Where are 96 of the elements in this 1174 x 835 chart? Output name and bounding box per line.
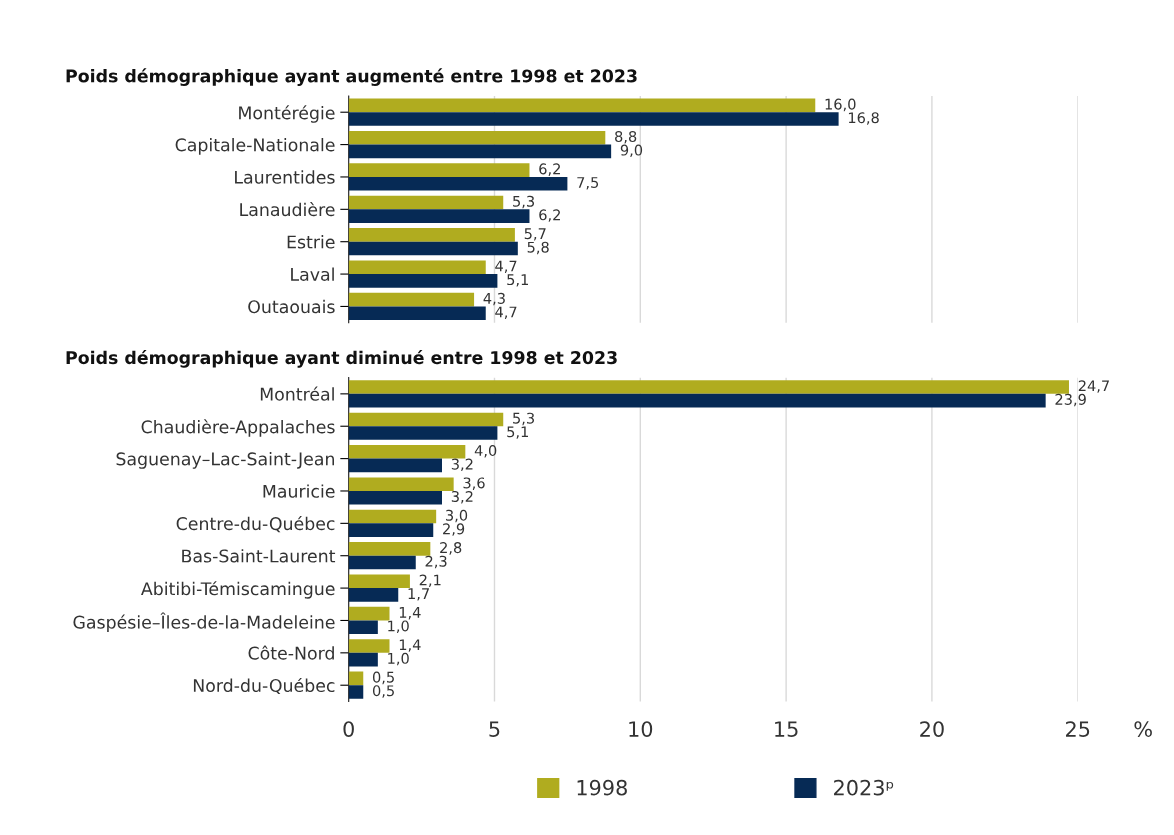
- y-tick-label: Montréal: [260, 386, 334, 401]
- data-label: 6,2: [539, 163, 560, 176]
- data-label: 1,0: [388, 652, 409, 666]
- bar: [348, 639, 390, 653]
- y-tick-label: Capitale-Nationale: [175, 137, 335, 155]
- x-tick-label: 25: [1066, 721, 1090, 737]
- data-label: 4,7: [495, 260, 517, 273]
- bar: [348, 241, 518, 256]
- y-tick-label: Nord-du-Québec: [193, 677, 335, 695]
- data-label: 1,4: [399, 607, 421, 620]
- data-label: 3,0: [446, 509, 468, 523]
- x-axis-title: %: [1134, 721, 1152, 737]
- bar: [348, 98, 816, 113]
- bar: [348, 652, 378, 667]
- x-tick-label: 0: [343, 721, 354, 737]
- y-tick-label: Côte-Nord: [248, 645, 334, 660]
- bar: [348, 195, 504, 210]
- legend-label: 1998: [577, 779, 627, 796]
- x-tick-label: 15: [775, 721, 798, 737]
- data-label: 2,8: [440, 542, 462, 555]
- chart-title: Poids démographique ayant augmenté entre 1998 et 2023: [66, 68, 637, 87]
- y-tick-label: Laval: [291, 267, 334, 281]
- data-label: 16,8: [848, 112, 879, 125]
- y-tick-label: Montérégie: [239, 105, 335, 123]
- bar: [348, 671, 364, 686]
- bar: [348, 228, 515, 242]
- bar: [348, 380, 1069, 394]
- bar: [348, 274, 498, 288]
- bar: [348, 555, 416, 570]
- data-label: 5,3: [513, 412, 535, 426]
- bar: [348, 393, 1046, 408]
- data-label: 2,9: [443, 523, 465, 536]
- x-tick-label: 10: [629, 721, 653, 737]
- bar: [348, 306, 486, 321]
- bar: [348, 209, 530, 223]
- bar: [348, 588, 399, 602]
- bar: [348, 685, 364, 699]
- bar: [348, 176, 568, 191]
- data-label: 5,8: [527, 241, 549, 255]
- y-tick-label: Centre-du-Québec: [176, 516, 335, 533]
- bar: [348, 458, 442, 473]
- data-label: 8,8: [615, 130, 637, 144]
- chart-title: Poids démographique ayant diminué entre 1998 et 2023: [66, 350, 617, 368]
- data-label: 1,7: [408, 588, 429, 601]
- data-label: 4,7: [495, 306, 517, 319]
- data-label: 0,5: [372, 685, 394, 698]
- y-tick-label: Estrie: [287, 235, 335, 249]
- y-tick-label: Bas-Saint-Laurent: [182, 549, 336, 563]
- data-label: 3,6: [463, 477, 485, 490]
- y-tick-label: Laurentides: [235, 170, 335, 184]
- bar: [348, 574, 410, 589]
- data-label: 4,0: [474, 445, 497, 458]
- data-label: 6,2: [539, 209, 560, 222]
- data-label: 24,7: [1078, 380, 1109, 393]
- data-label: 0,5: [372, 671, 394, 685]
- y-tick-label: Chaudière-Appalaches: [141, 419, 335, 437]
- x-tick-label: 20: [920, 721, 944, 737]
- data-label: 5,1: [507, 426, 528, 439]
- bar: [348, 509, 437, 524]
- data-label: 1,4: [399, 639, 421, 652]
- y-tick-label: Saguenay–Lac-Saint-Jean: [116, 452, 334, 469]
- bar: [348, 490, 442, 505]
- data-label: 3,2: [451, 490, 473, 504]
- data-label: 9,0: [620, 144, 643, 158]
- y-tick-label: Mauricie: [263, 484, 335, 498]
- data-label: 2,3: [425, 555, 447, 569]
- data-label: 4,3: [483, 292, 505, 306]
- data-label: 7,5: [577, 177, 599, 190]
- bar: [348, 292, 475, 307]
- data-label: 5,7: [524, 228, 546, 241]
- bar: [348, 112, 839, 126]
- data-label: 3,2: [451, 458, 473, 472]
- data-label: 5,1: [507, 274, 528, 287]
- bar: [348, 620, 378, 635]
- bar: [348, 477, 454, 491]
- bar: [348, 163, 530, 177]
- bar: [348, 523, 434, 537]
- bar: [348, 606, 390, 621]
- bar: [348, 426, 498, 440]
- y-tick-label: Gaspésie–Îles-de-la-Madeleine: [73, 612, 335, 633]
- legend-label: 2023ᵖ: [834, 779, 894, 796]
- bar: [348, 445, 466, 459]
- y-tick-label: Lanaudière: [240, 202, 335, 217]
- bar: [348, 144, 612, 159]
- data-label: 5,3: [513, 195, 535, 209]
- data-label: 1,0: [388, 620, 409, 633]
- bar: [348, 412, 504, 427]
- bar: [348, 130, 606, 145]
- bar: [348, 260, 486, 275]
- x-tick-label: 5: [489, 721, 500, 737]
- y-tick-label: Abitibi-Témiscamingue: [141, 581, 335, 599]
- data-label: 2,1: [419, 574, 441, 588]
- data-label: 23,9: [1055, 393, 1086, 407]
- y-tick-label: Outaouais: [248, 299, 335, 314]
- bar: [348, 542, 431, 556]
- data-label: 16,0: [825, 98, 856, 112]
